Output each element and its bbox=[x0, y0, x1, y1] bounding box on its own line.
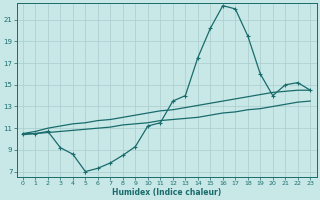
X-axis label: Humidex (Indice chaleur): Humidex (Indice chaleur) bbox=[112, 188, 221, 197]
